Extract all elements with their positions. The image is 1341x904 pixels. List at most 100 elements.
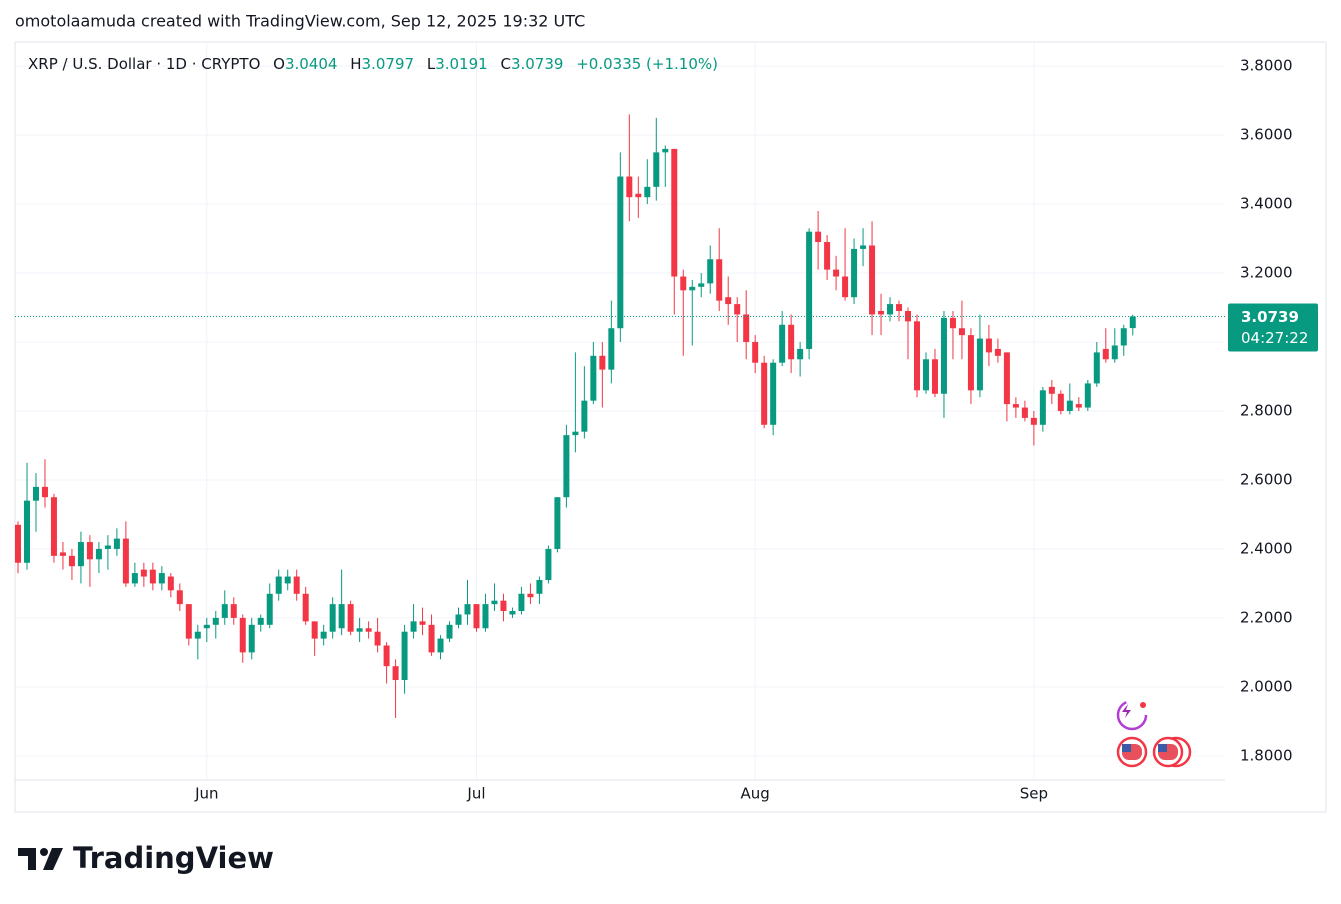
candle-body <box>293 576 300 594</box>
candle-body <box>958 328 965 336</box>
candle-body <box>257 617 264 625</box>
y-tick-label: 3.2000 <box>1240 264 1293 282</box>
ohlc-value: 3.0797 <box>362 55 415 73</box>
candle-body <box>734 304 741 315</box>
candle-body <box>599 355 606 370</box>
candle-body <box>1057 393 1064 411</box>
candle-body <box>905 310 912 322</box>
price-tag-value: 3.0739 <box>1241 308 1299 326</box>
candle-body <box>212 617 219 625</box>
candle-body <box>842 276 849 298</box>
chart-title: XRP / U.S. Dollar · 1D · CRYPTO <box>28 55 260 73</box>
candle-body <box>572 431 579 436</box>
y-tick-label: 2.8000 <box>1240 402 1293 420</box>
candle-body <box>248 624 255 653</box>
candle-body <box>779 324 786 363</box>
y-tick-label: 3.4000 <box>1240 195 1293 213</box>
candle-body <box>563 435 570 498</box>
candle-body <box>32 486 39 501</box>
candle-body <box>887 304 894 315</box>
countdown: 04:27:22 <box>1241 329 1308 347</box>
candle-body <box>931 359 938 394</box>
candle-body <box>158 573 165 584</box>
candle-body <box>428 624 435 653</box>
candle-body <box>878 310 885 315</box>
candle-body <box>500 600 507 612</box>
candle-body <box>131 573 138 584</box>
candle-body <box>392 666 399 680</box>
y-tick-label: 2.2000 <box>1240 608 1293 626</box>
candle-body <box>860 245 867 249</box>
candle-body <box>545 548 552 580</box>
candle-body <box>967 335 974 391</box>
candle-body <box>122 538 129 584</box>
candle-body <box>1048 386 1055 394</box>
candle-body <box>536 579 543 594</box>
candle-body <box>1093 352 1100 384</box>
footer-logo: TradingView <box>18 841 274 875</box>
y-tick-label: 3.6000 <box>1240 126 1293 144</box>
candle-body <box>230 604 237 618</box>
candle-body <box>689 286 696 291</box>
candle-body <box>410 621 417 632</box>
candle-body <box>140 569 147 577</box>
candle-body <box>896 304 903 311</box>
attribution: omotolaamuda created with TradingView.co… <box>15 12 585 31</box>
candle-body <box>185 604 192 639</box>
candle-body <box>482 604 489 629</box>
candle-body <box>671 148 678 277</box>
change: +0.0335 (+1.10%) <box>576 55 718 73</box>
candle-body <box>203 624 210 629</box>
candle-body <box>509 611 516 615</box>
candle-body <box>1102 348 1109 360</box>
candle-body <box>329 604 336 632</box>
candle-body <box>554 497 561 549</box>
y-tick-label: 3.8000 <box>1240 57 1293 75</box>
candle-body <box>662 148 669 153</box>
candle-body <box>770 362 777 425</box>
flag-canton <box>1158 744 1167 752</box>
candle-body <box>617 176 624 329</box>
candle-body <box>320 631 327 639</box>
candle-body <box>608 328 615 370</box>
candle-body <box>797 348 804 360</box>
candle-body <box>194 631 201 639</box>
candle-body <box>15 524 21 563</box>
candle-body <box>491 600 498 605</box>
y-tick-label: 1.8000 <box>1240 746 1293 764</box>
candle-body <box>68 555 75 567</box>
candle-body <box>590 355 597 401</box>
candle-body <box>716 259 723 301</box>
candle-body <box>1084 383 1091 408</box>
candle-body <box>833 269 840 277</box>
candle-body <box>275 576 282 594</box>
candle-body <box>985 338 992 353</box>
y-tick-label: 2.4000 <box>1240 539 1293 557</box>
candle-body <box>23 500 30 563</box>
candle-body <box>626 176 633 198</box>
candle-body <box>1030 417 1037 425</box>
candle-body <box>1021 407 1028 418</box>
candle-body <box>815 231 822 243</box>
candle-body <box>869 245 876 315</box>
lightning-icon <box>1122 704 1131 718</box>
event-ring <box>1116 699 1148 731</box>
candle-body <box>104 545 111 549</box>
event-dot <box>1140 702 1146 708</box>
logo-mark <box>40 848 48 856</box>
candle-body <box>518 593 525 612</box>
candle-body <box>824 242 831 270</box>
candle-body <box>914 321 920 391</box>
candle-body <box>1129 316 1136 329</box>
candle-body <box>1120 328 1127 346</box>
candle-body <box>788 324 795 360</box>
candle-body <box>1066 400 1073 411</box>
candle-body <box>356 628 363 632</box>
x-tick-label: Jul <box>466 785 485 803</box>
candle-body <box>1111 345 1118 360</box>
candle-body <box>365 628 372 632</box>
candle-body <box>311 621 318 639</box>
candle-body <box>761 362 768 425</box>
